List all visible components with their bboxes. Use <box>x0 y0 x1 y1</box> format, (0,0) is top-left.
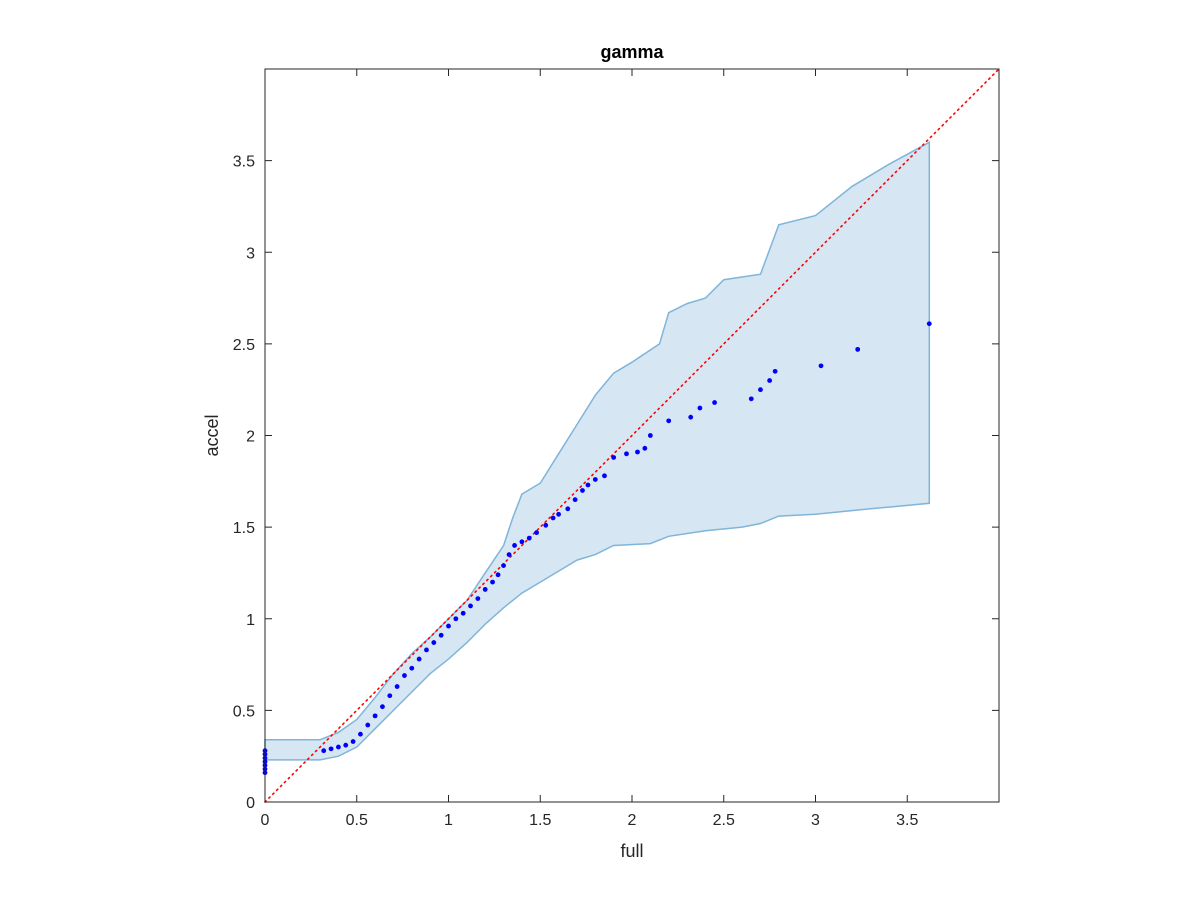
data-point <box>772 368 778 374</box>
x-axis-ticks: 0 0.5 1 1.5 2 2.5 3 3.5 <box>261 69 918 829</box>
y-tick-label: 3.5 <box>233 154 255 171</box>
data-point <box>350 739 356 744</box>
data-point <box>446 623 451 629</box>
data-point <box>585 482 591 488</box>
x-tick-label: 2.5 <box>713 812 735 829</box>
x-tick-label: 2 <box>628 812 637 829</box>
data-point <box>372 713 378 719</box>
data-point <box>855 346 861 352</box>
data-point <box>748 396 754 402</box>
data-point <box>468 603 473 609</box>
data-point <box>688 414 694 420</box>
data-point <box>453 616 459 622</box>
y-tick-label: 2 <box>246 429 255 446</box>
data-point <box>490 579 495 585</box>
data-point <box>602 473 607 479</box>
data-point <box>328 746 334 752</box>
data-point <box>343 742 349 748</box>
data-point <box>550 515 556 521</box>
x-tick-label: 3 <box>811 812 820 829</box>
data-point <box>424 647 429 653</box>
data-point <box>818 363 824 369</box>
data-point <box>592 477 598 482</box>
data-point <box>482 587 488 592</box>
data-point <box>358 731 363 737</box>
data-point <box>409 665 415 671</box>
x-tick-label: 3.5 <box>896 812 918 829</box>
data-point <box>534 530 539 536</box>
data-point <box>565 506 571 512</box>
data-point <box>394 684 400 689</box>
data-point <box>512 543 517 548</box>
data-point <box>365 722 371 728</box>
data-point <box>475 596 481 601</box>
data-point <box>572 497 578 503</box>
data-points <box>262 321 932 776</box>
y-axis-label: accel <box>202 414 222 456</box>
data-point <box>666 418 672 424</box>
data-point <box>506 552 512 558</box>
x-tick-label: 1.5 <box>529 812 551 829</box>
x-axis-label: full <box>620 841 643 861</box>
data-point <box>402 673 407 678</box>
data-point <box>321 748 327 754</box>
data-point <box>697 405 703 411</box>
data-point <box>438 632 444 638</box>
data-point <box>495 572 501 578</box>
data-point <box>556 511 561 517</box>
plot-area <box>262 68 1000 803</box>
data-point <box>526 535 532 541</box>
data-point <box>635 449 640 455</box>
data-point <box>624 451 629 457</box>
x-tick-label: 1 <box>444 812 453 829</box>
chart-title: gamma <box>600 42 664 62</box>
data-point <box>460 610 466 616</box>
confidence-band <box>264 141 931 761</box>
data-point <box>611 455 617 460</box>
y-tick-label: 0.5 <box>233 703 255 720</box>
data-point <box>712 400 717 405</box>
data-point <box>926 321 932 327</box>
reference-line <box>264 68 1000 803</box>
data-point <box>501 563 506 569</box>
y-tick-label: 2.5 <box>233 337 255 354</box>
data-point <box>416 656 422 662</box>
x-tick-label: 0.5 <box>346 812 368 829</box>
data-point <box>519 539 525 545</box>
y-tick-label: 1.5 <box>233 520 255 537</box>
data-point <box>647 433 653 438</box>
data-point <box>758 387 763 393</box>
data-point <box>543 522 549 528</box>
y-tick-label: 0 <box>246 795 255 812</box>
x-tick-label: 0 <box>261 812 270 829</box>
data-point <box>642 445 648 451</box>
data-point <box>336 744 341 750</box>
y-tick-label: 1 <box>246 612 255 629</box>
data-point <box>431 640 437 645</box>
y-axis-ticks: 0 0.5 1 1.5 2 2.5 3 3.5 <box>233 154 999 812</box>
data-point <box>767 378 773 383</box>
data-point <box>380 704 385 710</box>
data-point <box>580 488 585 493</box>
data-point <box>387 693 393 699</box>
y-tick-label: 3 <box>246 245 255 262</box>
